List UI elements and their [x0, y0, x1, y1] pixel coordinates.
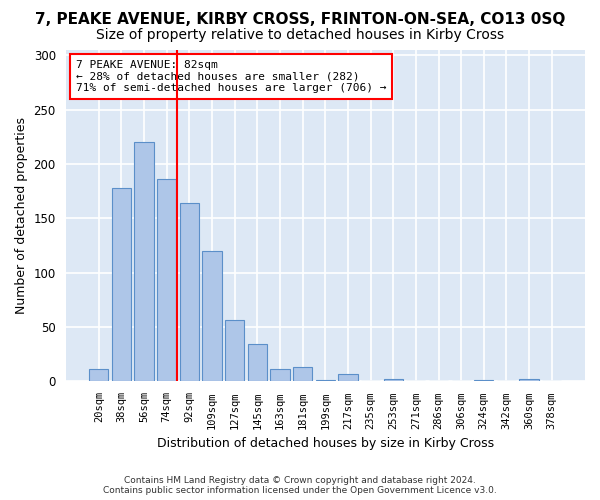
- Bar: [134, 142, 154, 382]
- Bar: [248, 344, 267, 382]
- Text: Contains HM Land Registry data © Crown copyright and database right 2024.
Contai: Contains HM Land Registry data © Crown c…: [103, 476, 497, 495]
- Bar: [271, 370, 290, 382]
- Bar: [89, 370, 109, 382]
- Bar: [520, 380, 539, 382]
- Bar: [180, 203, 199, 382]
- Bar: [225, 320, 244, 382]
- Text: Size of property relative to detached houses in Kirby Cross: Size of property relative to detached ho…: [96, 28, 504, 42]
- Bar: [157, 180, 176, 382]
- Bar: [293, 368, 312, 382]
- Bar: [383, 380, 403, 382]
- Bar: [474, 380, 493, 382]
- Bar: [202, 251, 221, 382]
- Text: 7 PEAKE AVENUE: 82sqm
← 28% of detached houses are smaller (282)
71% of semi-det: 7 PEAKE AVENUE: 82sqm ← 28% of detached …: [76, 60, 386, 93]
- X-axis label: Distribution of detached houses by size in Kirby Cross: Distribution of detached houses by size …: [157, 437, 494, 450]
- Text: 7, PEAKE AVENUE, KIRBY CROSS, FRINTON-ON-SEA, CO13 0SQ: 7, PEAKE AVENUE, KIRBY CROSS, FRINTON-ON…: [35, 12, 565, 28]
- Bar: [338, 374, 358, 382]
- Bar: [316, 380, 335, 382]
- Bar: [112, 188, 131, 382]
- Y-axis label: Number of detached properties: Number of detached properties: [15, 117, 28, 314]
